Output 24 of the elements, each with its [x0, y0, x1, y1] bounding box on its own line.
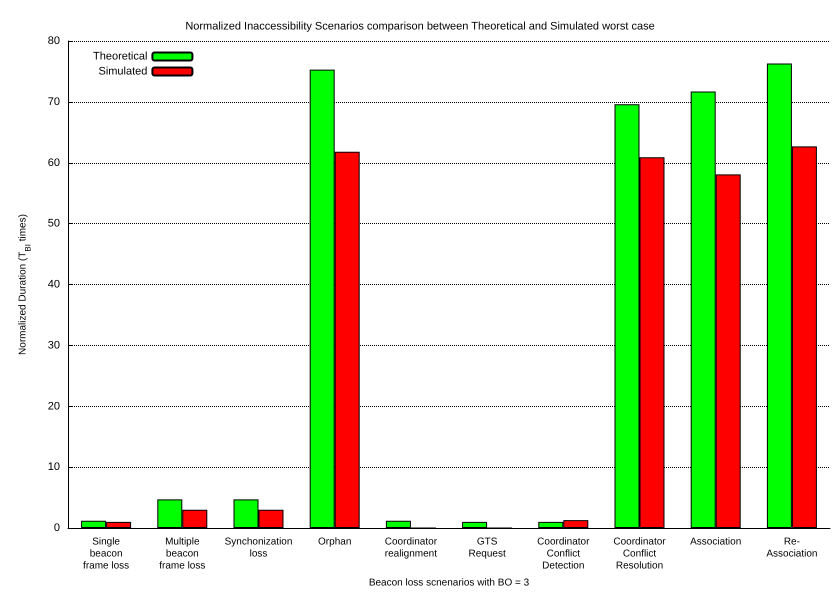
- legend-label: Theoretical: [92, 50, 148, 62]
- x-tick-label: Single beacon frame loss: [83, 536, 130, 572]
- y-tick-label: 40: [48, 278, 60, 290]
- y-tick-label: 50: [48, 218, 60, 230]
- y-tick-label: 0: [54, 522, 60, 534]
- legend-label: Simulated: [98, 66, 148, 78]
- y-tick-label: 80: [48, 35, 60, 47]
- x-tick-label: Coordinator Conflict Resolution: [613, 536, 666, 572]
- x-axis-title: Beacon loss scnenarios with BO = 3: [368, 578, 530, 588]
- y-tick-label: 10: [48, 461, 60, 474]
- y-axis-title: Normalized Duration (TBI times): [18, 214, 32, 355]
- chart-title: Normalized Inaccessibility Scenarios comparison between Theoretical and Simulated worst case: [185, 20, 655, 32]
- y-tick-label: 60: [48, 156, 60, 169]
- x-tick-label: Re- Association: [766, 536, 818, 560]
- x-tick-label: Coordinator realignment: [384, 536, 438, 560]
- y-tick-label: 70: [48, 96, 60, 108]
- y-tick-label: 30: [48, 339, 60, 352]
- x-tick-label: Orphan: [318, 536, 352, 548]
- x-tick-label: Synchonization loss: [224, 536, 292, 560]
- x-tick-label: Multiple beacon frame loss: [159, 536, 206, 572]
- x-tick-label: GTS Request: [468, 536, 506, 560]
- x-tick-label: Coordinator Conflict Detection: [537, 536, 590, 572]
- x-tick-label: Association: [690, 536, 742, 548]
- y-tick-label: 20: [48, 400, 60, 412]
